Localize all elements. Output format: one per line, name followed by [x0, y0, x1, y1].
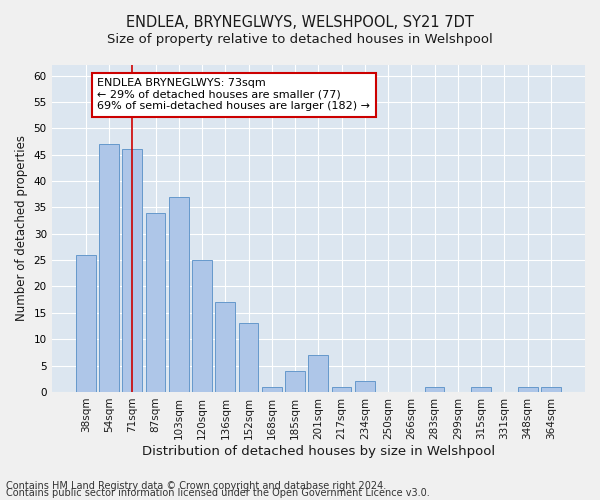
Text: ENDLEA, BRYNEGLWYS, WELSHPOOL, SY21 7DT: ENDLEA, BRYNEGLWYS, WELSHPOOL, SY21 7DT [126, 15, 474, 30]
Bar [215, 302, 235, 392]
Bar [76, 255, 95, 392]
Bar [169, 197, 188, 392]
Bar [122, 150, 142, 392]
Bar [308, 355, 328, 392]
Bar [99, 144, 119, 392]
X-axis label: Distribution of detached houses by size in Welshpool: Distribution of detached houses by size … [142, 444, 495, 458]
Bar [541, 386, 561, 392]
Bar [518, 386, 538, 392]
Text: Contains HM Land Registry data © Crown copyright and database right 2024.: Contains HM Land Registry data © Crown c… [6, 481, 386, 491]
Bar [332, 386, 352, 392]
Bar [471, 386, 491, 392]
Text: Contains public sector information licensed under the Open Government Licence v3: Contains public sector information licen… [6, 488, 430, 498]
Bar [146, 212, 166, 392]
Bar [285, 371, 305, 392]
Bar [192, 260, 212, 392]
Y-axis label: Number of detached properties: Number of detached properties [15, 136, 28, 322]
Bar [262, 386, 282, 392]
Bar [239, 324, 259, 392]
Text: ENDLEA BRYNEGLWYS: 73sqm
← 29% of detached houses are smaller (77)
69% of semi-d: ENDLEA BRYNEGLWYS: 73sqm ← 29% of detach… [97, 78, 370, 112]
Bar [425, 386, 445, 392]
Bar [355, 382, 375, 392]
Text: Size of property relative to detached houses in Welshpool: Size of property relative to detached ho… [107, 32, 493, 46]
